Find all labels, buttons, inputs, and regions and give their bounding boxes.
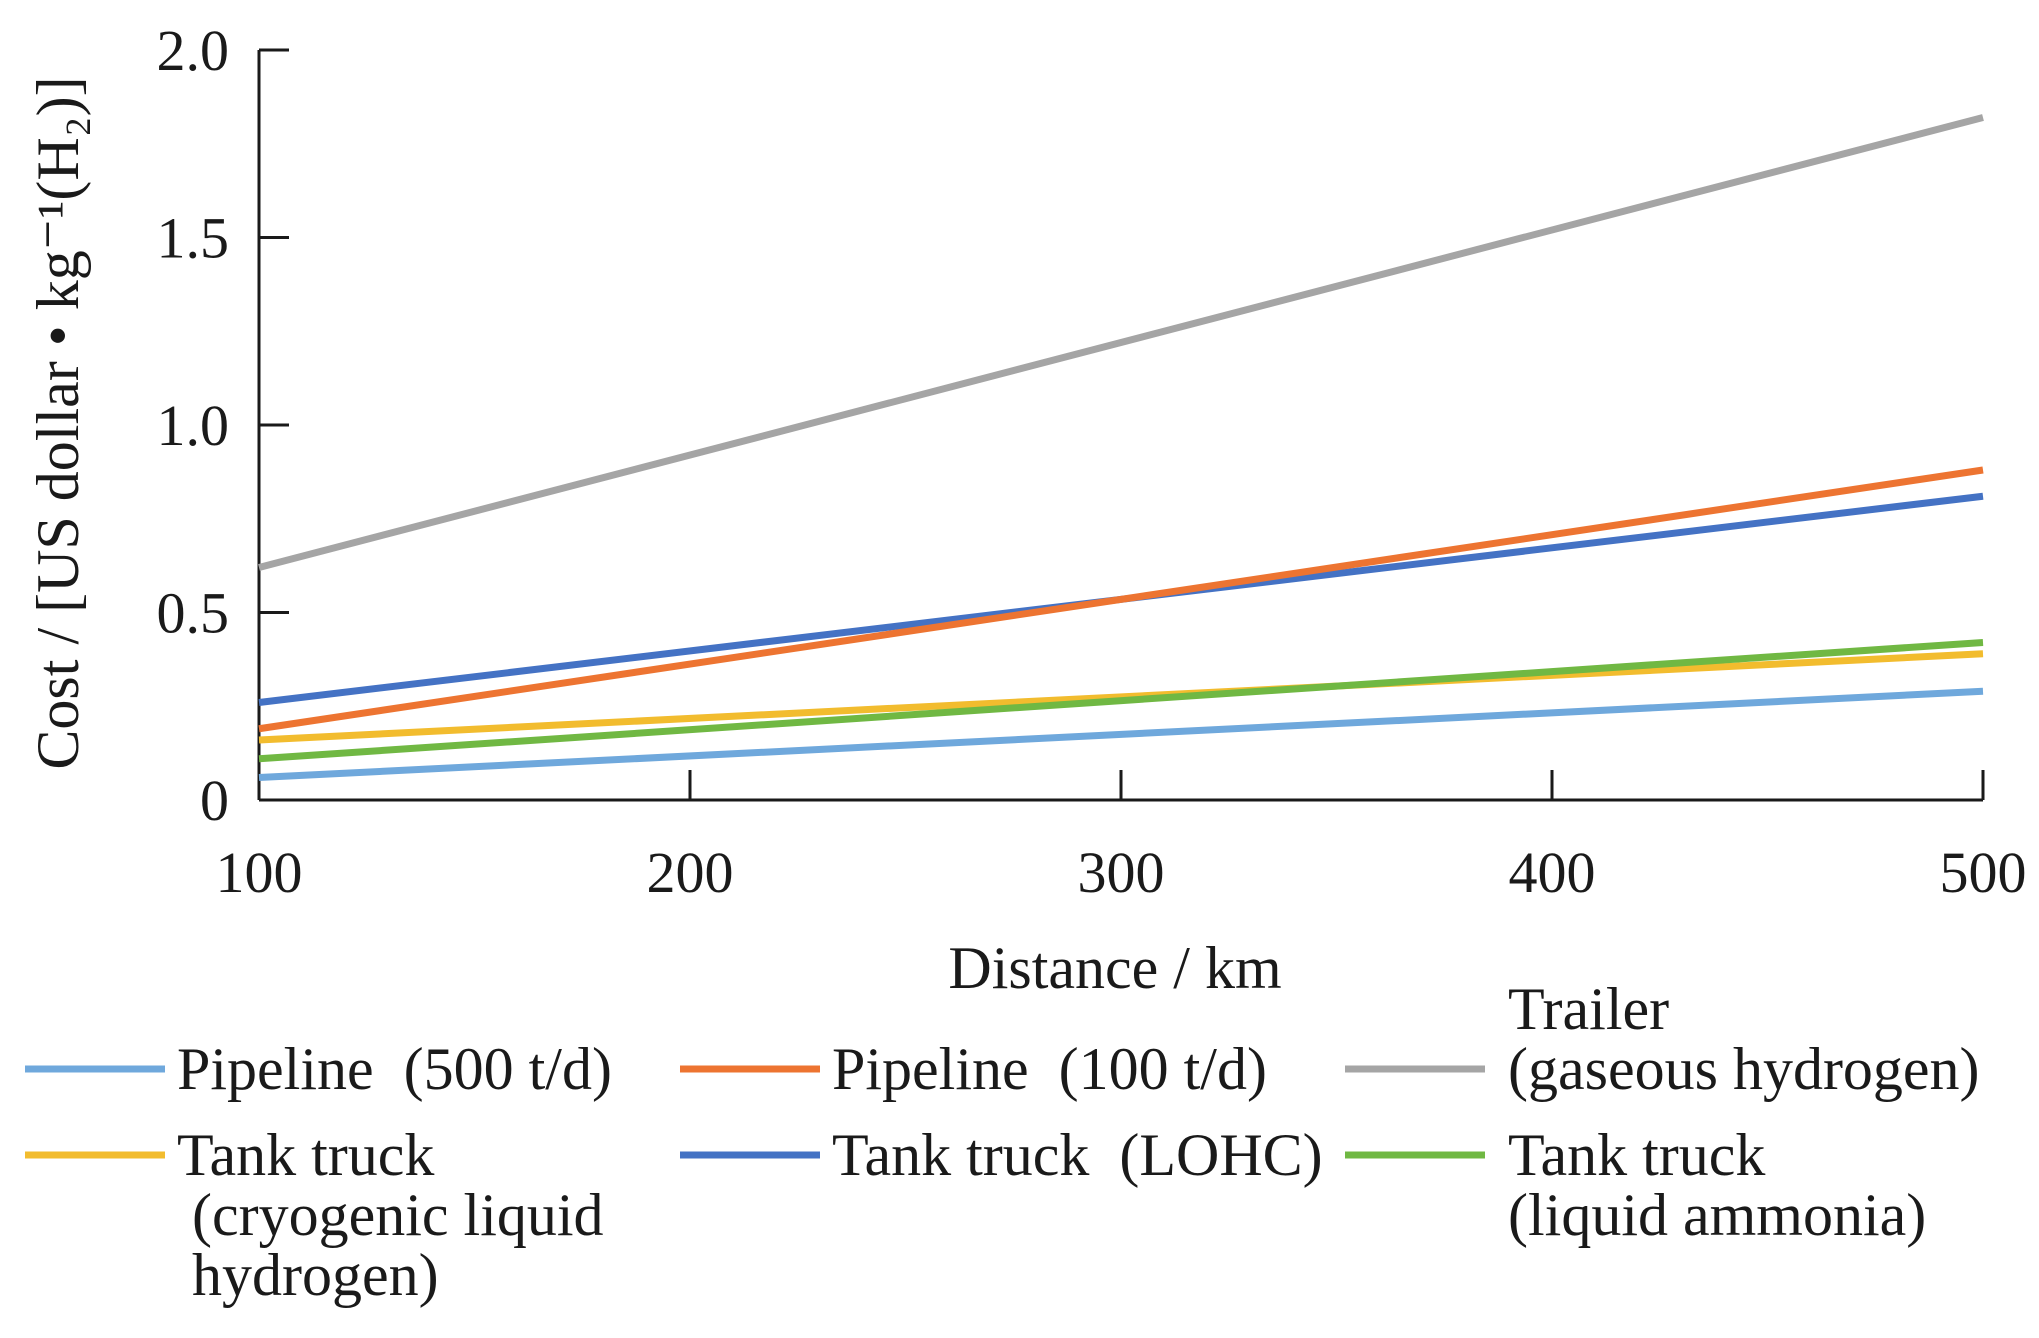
- y-axis-title: Cost / [US dollar • kg⁻¹(H₂)]: [25, 76, 91, 769]
- legend-label: (liquid ammonia): [1508, 1182, 1926, 1248]
- x-tick-label: 100: [216, 840, 303, 905]
- legend-label: Pipeline (100 t/d): [832, 1036, 1267, 1102]
- series-line: [258, 687, 1984, 781]
- legend-label: Pipeline (500 t/d): [177, 1036, 612, 1102]
- x-tick-label: 200: [647, 840, 734, 905]
- legend-label: hydrogen): [177, 1242, 439, 1308]
- y-tick-label: 0: [200, 768, 229, 833]
- y-tick-label: 0.5: [157, 581, 230, 646]
- legend-label: Tank truck: [1508, 1122, 1765, 1188]
- legend-label: (cryogenic liquid: [177, 1182, 604, 1248]
- axes: [257, 48, 1985, 802]
- y-tick-label: 1.5: [157, 206, 230, 271]
- x-tick-label: 400: [1509, 840, 1596, 905]
- series-line: [258, 114, 1984, 571]
- legend-label: Trailer: [1508, 976, 1669, 1042]
- legend-label: (gaseous hydrogen): [1508, 1036, 1980, 1102]
- x-axis-title: Distance / km: [948, 935, 1281, 1001]
- series-lines: [258, 114, 1984, 781]
- legend-label: Tank truck (LOHC): [832, 1122, 1323, 1188]
- series-line: [258, 639, 1984, 763]
- series-line: [258, 650, 1984, 744]
- legend-label: Tank truck: [177, 1122, 434, 1188]
- tick-labels: 0 0.5 1.0 1.5 2.0 100 200 300 400 500: [157, 18, 2027, 905]
- y-tick-label: 1.0: [157, 393, 230, 458]
- legend: Pipeline (500 t/d) Pipeline (100 t/d) Trai…: [25, 976, 1980, 1308]
- series-line: [258, 466, 1984, 733]
- x-tick-label: 300: [1078, 840, 1165, 905]
- y-tick-label: 2.0: [157, 18, 230, 83]
- x-tick-label: 500: [1940, 840, 2027, 905]
